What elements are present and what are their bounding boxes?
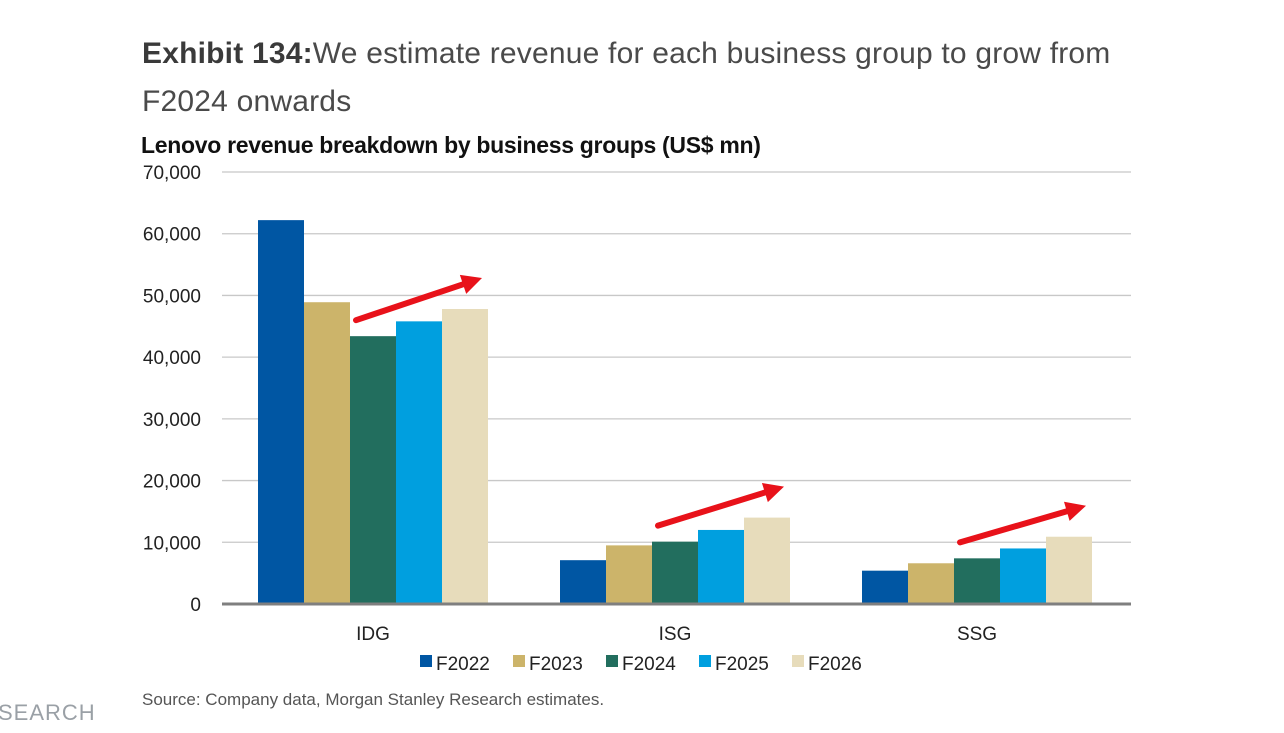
bar-ssg-f2022 [862,570,908,604]
exhibit-text: We estimate revenue for each business gr… [142,37,1111,118]
exhibit-label: Exhibit 134: [142,37,313,70]
y-axis-ticks: 0 10,000 20,000 30,000 40,000 50,000 60,000 70,… [143,163,201,616]
bar-isg-f2022 [560,560,606,604]
bars [258,220,1092,604]
legend-item-f2023: F2023 [513,654,583,675]
y-tick-label: 70,000 [143,163,201,184]
x-tick-label: IDG [356,624,390,645]
bar-ssg-f2026 [1046,536,1092,604]
legend-item-f2025: F2025 [699,654,769,675]
legend-label: F2024 [622,654,676,675]
legend-swatch [792,655,804,667]
y-tick-label: 0 [190,595,201,616]
growth-arrows [353,274,1086,546]
legend-swatch [606,655,618,667]
legend-item-f2024: F2024 [606,654,676,675]
y-tick-label: 40,000 [143,348,201,369]
y-tick-label: 50,000 [143,286,201,307]
bar-isg-f2025 [698,529,744,604]
growth-arrow-ssg [957,501,1086,546]
arrow-shaft [655,488,770,529]
legend-label: F2023 [529,654,583,675]
x-axis-ticks: IDG ISG SSG [356,624,997,645]
source-note: Source: Company data, Morgan Stanley Res… [142,690,605,709]
arrow-shaft [353,280,468,324]
x-tick-label: ISG [659,624,692,645]
x-tick-label: SSG [957,624,997,645]
arrow-head [459,274,482,294]
y-tick-label: 30,000 [143,410,201,431]
legend-label: F2026 [808,654,862,675]
growth-arrow-idg [353,274,482,324]
arrow-shaft [957,507,1072,546]
legend-swatch [513,655,525,667]
legend-label: F2025 [715,654,769,675]
legend-item-f2026: F2026 [792,654,862,675]
bar-isg-f2023 [606,545,652,604]
bar-ssg-f2025 [1000,548,1046,604]
bar-idg-f2024 [350,336,396,604]
bar-isg-f2024 [652,541,698,604]
chart-title: Lenovo revenue breakdown by business gro… [141,132,761,158]
exhibit-heading: Exhibit 134:We estimate revenue for each… [142,30,1142,126]
legend-swatch [699,655,711,667]
y-tick-label: 10,000 [143,533,201,554]
legend-swatch [420,655,432,667]
legend-label: F2022 [436,654,490,675]
bar-idg-f2022 [258,220,304,604]
y-tick-label: 20,000 [143,472,201,493]
arrow-head [761,482,784,503]
bar-isg-f2026 [744,517,790,604]
bar-idg-f2023 [304,302,350,604]
y-tick-label: 60,000 [143,225,201,246]
brand-watermark: SEARCH [0,700,96,725]
bar-ssg-f2024 [954,558,1000,604]
bar-idg-f2026 [442,309,488,604]
legend-item-f2022: F2022 [420,654,490,675]
growth-arrow-isg [655,482,784,529]
arrow-head [1064,501,1086,521]
bar-ssg-f2023 [908,563,954,604]
legend: F2022 F2023 F2024 F2025 F2026 [420,654,862,675]
bar-idg-f2025 [396,321,442,604]
